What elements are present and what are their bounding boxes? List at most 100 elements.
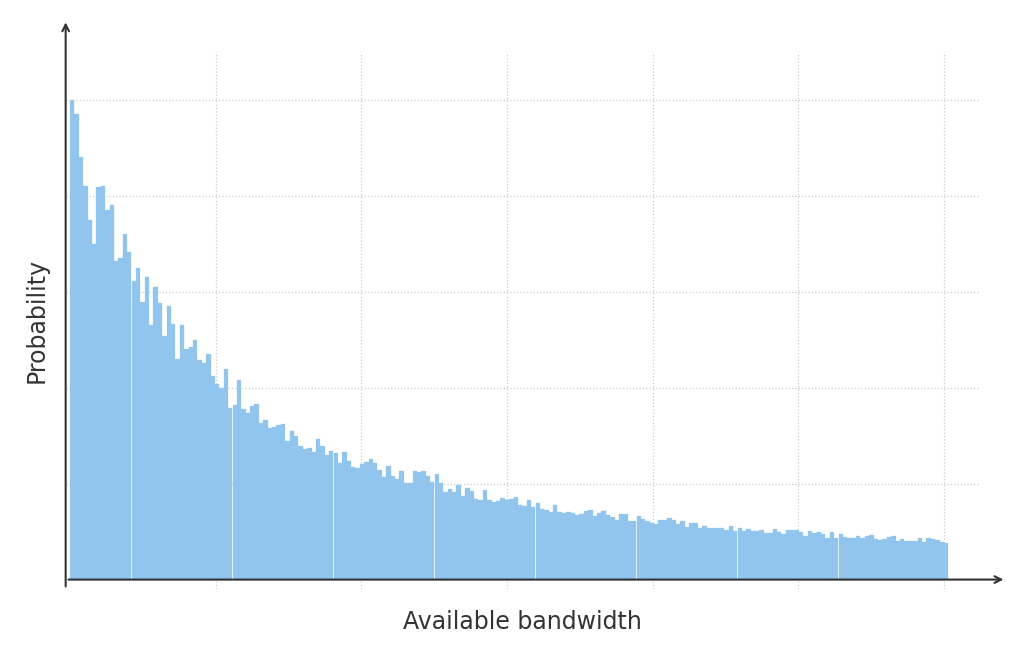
Bar — [580, 514, 584, 579]
Bar — [768, 533, 773, 579]
Bar — [720, 529, 724, 579]
Bar — [338, 463, 342, 579]
Bar — [755, 530, 760, 579]
Bar — [96, 187, 100, 579]
Bar — [509, 499, 514, 579]
Bar — [553, 505, 557, 579]
Bar — [624, 514, 628, 579]
Bar — [724, 530, 729, 579]
Bar — [250, 407, 254, 579]
Bar — [522, 506, 526, 579]
Bar — [746, 529, 751, 579]
Bar — [409, 482, 413, 579]
Bar — [211, 376, 215, 579]
Bar — [255, 404, 259, 579]
Bar — [492, 502, 496, 579]
Bar — [729, 526, 733, 579]
Bar — [263, 420, 267, 579]
Bar — [267, 428, 272, 579]
Bar — [641, 519, 645, 579]
Bar — [378, 470, 382, 579]
Bar — [452, 492, 457, 579]
Bar — [549, 511, 553, 579]
Bar — [443, 492, 447, 579]
Bar — [496, 501, 501, 579]
Bar — [316, 439, 321, 579]
Bar — [127, 252, 131, 579]
Bar — [614, 521, 618, 579]
Bar — [760, 530, 764, 579]
Bar — [742, 531, 746, 579]
Bar — [825, 538, 829, 579]
Bar — [829, 532, 835, 579]
Bar — [136, 268, 140, 579]
Bar — [198, 360, 202, 579]
Bar — [852, 538, 856, 579]
Bar — [75, 114, 79, 579]
Bar — [799, 532, 804, 579]
Bar — [597, 513, 601, 579]
Bar — [162, 336, 167, 579]
Bar — [698, 529, 702, 579]
Bar — [570, 513, 575, 579]
Bar — [878, 540, 883, 579]
Bar — [150, 326, 154, 579]
Bar — [447, 490, 452, 579]
Bar — [369, 459, 373, 579]
Bar — [808, 531, 812, 579]
Bar — [470, 491, 474, 579]
Bar — [526, 500, 531, 579]
Bar — [610, 517, 614, 579]
Bar — [707, 528, 711, 579]
Bar — [79, 158, 83, 579]
Bar — [712, 528, 716, 579]
Bar — [733, 531, 737, 579]
Bar — [281, 424, 286, 579]
Bar — [413, 471, 417, 579]
Bar — [835, 538, 839, 579]
Bar — [365, 462, 369, 579]
Bar — [154, 287, 158, 579]
Y-axis label: Probability: Probability — [25, 258, 49, 383]
Bar — [737, 528, 742, 579]
Bar — [883, 539, 887, 579]
Bar — [702, 526, 707, 579]
Bar — [175, 358, 180, 579]
Bar — [92, 244, 96, 579]
Bar — [601, 511, 606, 579]
Bar — [70, 100, 75, 579]
Bar — [922, 542, 927, 579]
Bar — [865, 536, 869, 579]
Bar — [417, 473, 421, 579]
Bar — [816, 532, 821, 579]
Bar — [325, 455, 329, 579]
Bar — [672, 521, 676, 579]
Bar — [395, 479, 399, 579]
Bar — [751, 531, 755, 579]
Bar — [399, 471, 403, 579]
Bar — [373, 463, 378, 579]
Bar — [131, 281, 136, 579]
Bar — [658, 521, 663, 579]
Bar — [531, 507, 536, 579]
Bar — [873, 539, 878, 579]
Bar — [663, 520, 668, 579]
Bar — [237, 380, 242, 579]
Bar — [351, 467, 355, 579]
Bar — [215, 384, 219, 579]
Bar — [540, 509, 545, 579]
Bar — [557, 512, 562, 579]
Bar — [359, 464, 365, 579]
Bar — [562, 513, 566, 579]
Bar — [242, 409, 246, 579]
Bar — [487, 500, 492, 579]
Bar — [860, 538, 865, 579]
Bar — [434, 474, 439, 579]
Bar — [100, 186, 105, 579]
Bar — [927, 538, 931, 579]
Bar — [421, 471, 426, 579]
Bar — [478, 500, 482, 579]
Bar — [693, 523, 698, 579]
Bar — [403, 483, 409, 579]
Bar — [184, 349, 188, 579]
